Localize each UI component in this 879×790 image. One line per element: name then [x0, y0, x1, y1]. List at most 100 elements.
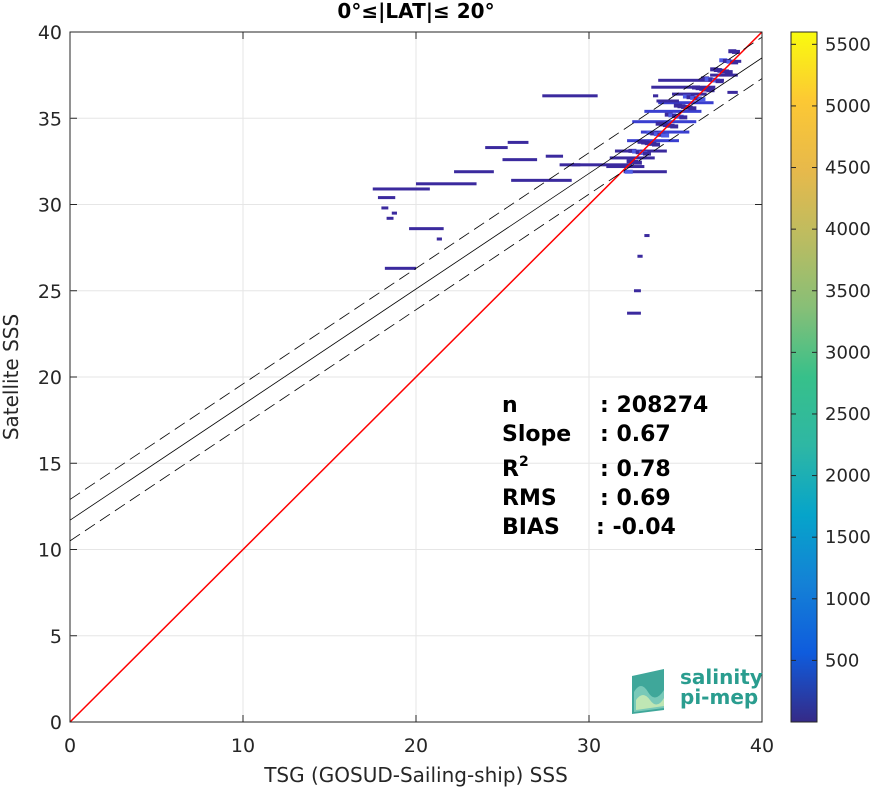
- density-cell: [559, 163, 581, 167]
- density-cell: [642, 151, 651, 156]
- colorbar-tick-label: 3500: [825, 281, 871, 302]
- density-cell: [454, 170, 494, 174]
- density-cell: [730, 60, 739, 65]
- density-cell: [640, 130, 690, 134]
- y-tick-label: 40: [38, 22, 62, 44]
- density-cell: [653, 94, 659, 98]
- density-cell: [623, 170, 667, 174]
- density-cell: [661, 133, 670, 138]
- density-cell: [606, 165, 645, 169]
- density-cell: [633, 289, 641, 293]
- density-cell: [644, 234, 650, 238]
- density-cell: [502, 158, 538, 162]
- density-cell: [624, 169, 633, 174]
- identity-line: [70, 32, 762, 722]
- y-tick-label: 15: [38, 453, 62, 475]
- density-cell: [658, 101, 714, 105]
- colorbar-tick-label: 4000: [825, 219, 871, 240]
- stat-label: RMS: [502, 486, 557, 511]
- density-cell: [727, 90, 738, 94]
- x-tick-label: 0: [64, 735, 76, 757]
- regression-lower-line: [70, 78, 762, 542]
- density-cell: [633, 160, 642, 165]
- stat-value: : 0.69: [600, 486, 671, 511]
- stat-label: BIAS: [502, 515, 560, 540]
- density-cell: [386, 216, 394, 220]
- x-tick-label: 20: [404, 735, 428, 757]
- density-cell: [644, 109, 702, 113]
- density-cell: [485, 146, 508, 150]
- density-cell: [715, 79, 724, 84]
- density-cell: [507, 140, 529, 144]
- density-cell: [609, 156, 655, 160]
- x-tick-labels: 0 10 20 30 40: [64, 735, 774, 757]
- density-cell: [542, 94, 598, 98]
- density-cell: [670, 124, 679, 129]
- y-tick-label: 30: [38, 195, 62, 217]
- wave-icon: [632, 669, 664, 714]
- y-tick-labels: 0 5 10 15 20 25 30 35 40: [38, 22, 62, 734]
- density-cell: [511, 178, 572, 182]
- colorbar-tick-label: 5500: [825, 34, 871, 55]
- density-cell: [372, 187, 430, 191]
- density-cell: [632, 120, 697, 124]
- reference-lines: [70, 32, 762, 722]
- colorbar-tick-label: 1000: [825, 589, 871, 610]
- stat-value: : 0.67: [600, 422, 671, 447]
- y-tick-label: 10: [38, 540, 62, 562]
- salinity-pi-mep-logo: salinity pi-mep: [632, 665, 763, 714]
- colorbar-tick-label: 5000: [825, 96, 871, 117]
- density-cell: [416, 182, 477, 186]
- y-tick-label: 20: [38, 367, 62, 389]
- x-axis-label: TSG (GOSUD-Sailing-ship) SSS: [263, 763, 568, 787]
- y-tick-label: 25: [38, 281, 62, 303]
- density-cell: [724, 70, 733, 75]
- y-tick-label: 0: [50, 712, 62, 734]
- density-cell: [658, 78, 724, 82]
- colorbar-tick-label: 1500: [825, 527, 871, 548]
- logo-line1: salinity: [680, 665, 763, 689]
- colorbar-tick-label: 3000: [825, 342, 871, 363]
- colorbar-ticks: 500 1000 1500 2000 2500 3000 3500 4000 4500 5000 5…: [791, 34, 871, 671]
- colorbar-tick-label: 2000: [825, 466, 871, 487]
- density-cell: [637, 254, 643, 258]
- density-cell: [706, 88, 715, 93]
- stat-value: : 0.78: [600, 457, 671, 482]
- density-cell: [384, 266, 416, 270]
- stat-label: n: [502, 393, 518, 418]
- density-cell: [391, 211, 397, 215]
- colorbar-tick-label: 500: [825, 650, 859, 671]
- stat-label: Slope: [502, 422, 571, 447]
- density-cell: [409, 227, 444, 231]
- density-cell: [436, 237, 442, 241]
- density-cell: [672, 92, 707, 96]
- x-tick-label: 30: [577, 735, 601, 757]
- density-cell: [679, 115, 688, 120]
- axis-ticks: [69, 31, 763, 723]
- density-cell: [377, 196, 396, 200]
- colorbar-tick-label: 2500: [825, 404, 871, 425]
- y-tick-label: 35: [38, 108, 62, 130]
- y-axis-label: Satellite SSS: [0, 314, 23, 440]
- regression-line: [70, 57, 762, 521]
- density-cell: [381, 206, 389, 210]
- stat-value: : -0.04: [596, 515, 676, 540]
- density-cell: [545, 154, 564, 158]
- chart-title: 0°≤|LAT|≤ 20°: [337, 0, 494, 23]
- grid-lines: [70, 32, 762, 722]
- x-tick-label: 40: [750, 735, 774, 757]
- density-cell: [697, 97, 706, 102]
- colorbar: [790, 31, 818, 723]
- density-cell: [627, 311, 641, 315]
- colorbar-tick-label: 4500: [825, 158, 871, 179]
- density-cell: [688, 106, 697, 111]
- density-cell: [710, 73, 738, 77]
- x-tick-label: 10: [231, 735, 255, 757]
- logo-line2: pi-mep: [680, 685, 758, 709]
- density-cell: [656, 99, 679, 103]
- density-cell: [731, 49, 740, 54]
- stat-value: : 208274: [600, 393, 708, 418]
- stat-label-superscript: 2: [519, 454, 529, 470]
